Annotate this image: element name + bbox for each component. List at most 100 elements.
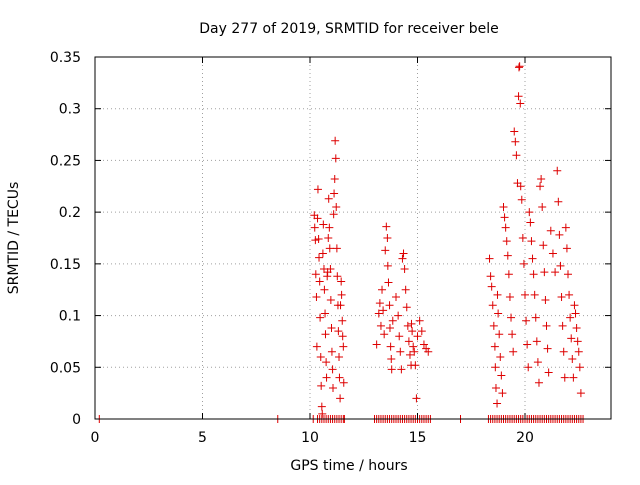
data-point — [489, 321, 498, 330]
data-point — [324, 234, 333, 242]
data-point — [325, 223, 334, 232]
data-point — [555, 230, 564, 239]
data-point — [339, 342, 348, 351]
data-point — [518, 234, 527, 242]
data-point — [488, 301, 497, 310]
data-point — [395, 332, 404, 341]
data-points — [95, 62, 588, 423]
data-point — [540, 268, 549, 277]
x-tick-label: 20 — [516, 430, 534, 446]
data-point — [512, 151, 521, 160]
data-point — [527, 237, 536, 246]
data-point — [332, 244, 341, 253]
data-point — [570, 301, 579, 310]
data-point — [536, 182, 545, 191]
data-point — [317, 381, 326, 390]
data-point — [401, 285, 410, 294]
y-tick-label: 0 — [72, 412, 81, 428]
data-point — [525, 208, 534, 217]
data-point — [372, 340, 381, 349]
data-point — [557, 292, 566, 301]
data-point — [528, 254, 537, 263]
data-point — [396, 347, 405, 356]
data-point — [409, 342, 418, 351]
data-point — [394, 311, 403, 320]
data-point — [321, 309, 330, 318]
data-point — [379, 306, 388, 315]
data-point — [542, 321, 551, 330]
data-point — [539, 241, 548, 250]
y-tick-label: 0.1 — [59, 309, 81, 325]
data-point — [533, 358, 542, 367]
data-point — [310, 223, 319, 232]
data-point — [327, 347, 336, 356]
plot-frame — [94, 56, 612, 420]
data-point — [324, 194, 333, 203]
data-point — [331, 136, 340, 145]
data-point — [531, 313, 540, 322]
data-point — [338, 332, 347, 341]
data-point — [573, 337, 582, 346]
data-point — [339, 378, 348, 387]
data-point — [415, 316, 424, 325]
data-point — [313, 185, 322, 194]
data-point — [330, 189, 339, 198]
data-point — [398, 254, 407, 263]
data-point — [516, 99, 525, 108]
data-point — [410, 347, 419, 356]
data-point — [509, 347, 518, 356]
data-point — [329, 210, 338, 219]
data-point — [384, 278, 393, 287]
data-point — [374, 309, 383, 318]
data-point — [331, 154, 340, 163]
data-point — [408, 327, 417, 336]
data-point — [575, 363, 584, 372]
data-point — [505, 292, 514, 301]
data-point — [498, 389, 507, 398]
data-point — [387, 365, 396, 374]
data-point — [329, 383, 338, 392]
data-point — [383, 234, 392, 242]
data-point — [381, 246, 390, 255]
y-tick-label: 0.15 — [50, 257, 81, 273]
data-point — [572, 323, 581, 332]
data-point — [386, 342, 395, 351]
data-point — [334, 327, 343, 336]
data-point — [316, 313, 325, 322]
data-point — [326, 265, 335, 274]
data-point — [554, 197, 563, 206]
data-point — [491, 383, 500, 392]
data-point — [567, 334, 576, 343]
data-point — [538, 202, 547, 211]
data-point — [522, 316, 531, 325]
data-point — [546, 226, 555, 235]
data-point — [486, 272, 495, 281]
data-point — [424, 347, 433, 356]
data-point — [400, 265, 409, 274]
data-point — [311, 270, 320, 279]
data-point — [333, 272, 342, 281]
data-point — [322, 358, 331, 367]
data-point — [496, 352, 505, 361]
data-point — [551, 268, 560, 277]
data-point — [388, 316, 397, 325]
data-point — [313, 214, 322, 223]
data-point — [553, 166, 562, 175]
x-tick-label: 5 — [198, 430, 207, 446]
data-point — [318, 249, 327, 258]
data-point — [508, 330, 517, 339]
x-tick-label: 15 — [409, 430, 427, 446]
data-point — [491, 363, 500, 372]
data-point — [317, 402, 326, 411]
data-point — [559, 347, 568, 356]
data-point — [493, 399, 502, 408]
data-point — [487, 282, 496, 291]
data-point — [385, 323, 394, 332]
x-tick-labels: 0 5 10 15 20 — [91, 430, 534, 446]
data-point — [316, 352, 325, 361]
y-tick-label: 0.2 — [59, 205, 81, 221]
data-point — [565, 290, 574, 299]
data-point — [392, 292, 400, 301]
